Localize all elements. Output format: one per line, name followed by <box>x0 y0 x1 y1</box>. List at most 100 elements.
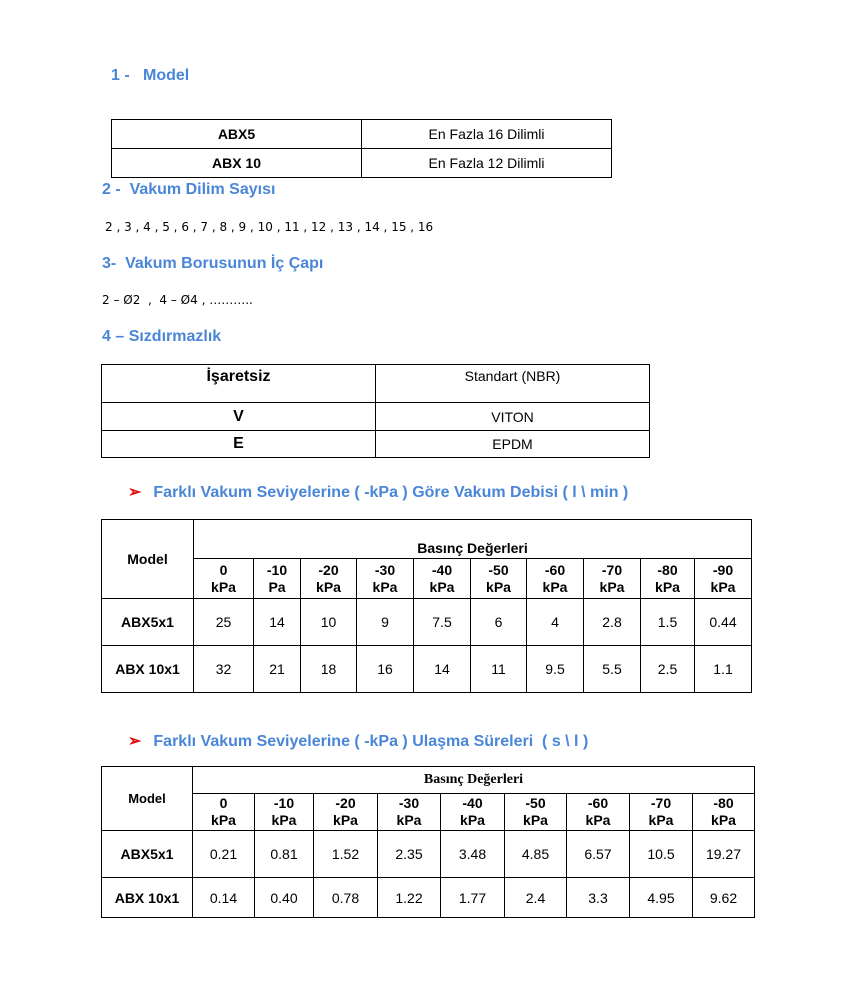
pressure-column-header: -40 kPa <box>413 558 471 599</box>
model-table: ABX5 En Fazla 16 Dilimli ABX 10 En Fazla 1… <box>111 119 612 178</box>
unit-label: kPa <box>711 812 736 828</box>
pressure-column-header: -60 kPa <box>566 793 630 831</box>
value-cell: En Fazla 12 Dilimli <box>361 148 612 178</box>
model-cell: ABX5x1 <box>101 830 193 878</box>
section-1-heading: 1 - Model <box>111 67 190 84</box>
sealing-table: İşaretsiz Standart (NBR) V VITON E EPDM <box>101 364 650 458</box>
value-cell: 9 <box>356 598 414 646</box>
value-cell: 14 <box>413 645 471 693</box>
model-cell: ABX 10x1 <box>101 877 193 918</box>
tube-diameters: 2 – Ø2 , 4 – Ø4 , ……….. <box>102 293 253 307</box>
pressure-column-header: -50 kPa <box>470 558 527 599</box>
evacuation-time-table: Model Basınç Değerleri 0 kPa -10 kPa -20 kPa -3… <box>101 766 755 918</box>
unit-label: kPa <box>460 812 485 828</box>
value-cell: 5.5 <box>583 645 641 693</box>
value-cell: 0.44 <box>694 598 752 646</box>
code-cell: E <box>101 430 376 458</box>
value-cell: 0.21 <box>192 830 255 878</box>
value-cell: En Fazla 16 Dilimli <box>361 119 612 149</box>
pressure-label: -50 <box>525 795 546 811</box>
value-cell: 0.78 <box>313 877 378 918</box>
code-cell: İşaretsiz <box>101 364 376 403</box>
unit-label: kPa <box>648 812 674 828</box>
value-cell: 9.62 <box>692 877 755 918</box>
pressure-column-header: -50 kPa <box>504 793 567 831</box>
unit-label: kPa <box>396 812 422 828</box>
pressure-label: -70 <box>601 561 623 578</box>
table-row: ABX 10x1 32 21 18 16 14 11 9.5 5.5 2.5 1.1 <box>101 645 752 693</box>
value-cell: 2.35 <box>377 830 441 878</box>
unit-label: kPa <box>429 578 455 595</box>
model-header: Model <box>101 766 193 831</box>
pressure-label: -40 <box>431 561 453 578</box>
value-cell: 9.5 <box>526 645 584 693</box>
value-cell: 10 <box>300 598 357 646</box>
pressure-label: 0 <box>219 795 228 811</box>
table-row: ABX 10x1 0.14 0.40 0.78 1.22 1.77 2.4 3.3 4.95 9.… <box>101 877 755 918</box>
value-cell: 0.14 <box>192 877 255 918</box>
slice-counts: 2 , 3 , 4 , 5 , 6 , 7 , 8 , 9 , 10 , 11 … <box>105 220 434 234</box>
pressure-column-header: -30 kPa <box>377 793 441 831</box>
value-cell: 3.48 <box>440 830 505 878</box>
value-cell: 21 <box>253 645 301 693</box>
unit-label: kPa <box>211 578 236 595</box>
pressure-column-header: -80 kPa <box>640 558 695 599</box>
pressure-label: -10 <box>266 561 288 578</box>
pressure-label: -30 <box>398 795 420 811</box>
model-cell: ABX5 <box>111 119 362 149</box>
table-row: E EPDM <box>101 430 650 458</box>
pressure-label: -60 <box>544 561 566 578</box>
value-cell: 1.22 <box>377 877 441 918</box>
pressure-group-header: Basınç Değerleri <box>193 519 752 559</box>
value-cell: 11 <box>470 645 527 693</box>
pressure-column-header: 0 kPa <box>192 793 255 831</box>
value-cell: 1.52 <box>313 830 378 878</box>
pressure-label: -20 <box>318 561 339 578</box>
code-cell: V <box>101 402 376 431</box>
value-cell: 2.5 <box>640 645 695 693</box>
flow-title: Farklı Vakum Seviyelerine ( -kPa ) Göre … <box>153 484 629 501</box>
value-cell: 0.40 <box>254 877 314 918</box>
section-3-heading: 3- Vakum Borusunun İç Çapı <box>102 255 324 272</box>
model-cell: ABX 10 <box>111 148 362 178</box>
value-cell: 6.57 <box>566 830 630 878</box>
model-cell: ABX5x1 <box>101 598 194 646</box>
pressure-label: -80 <box>713 795 734 811</box>
model-cell: ABX 10x1 <box>101 645 194 693</box>
section-2-heading: 2 - Vakum Dilim Sayısı <box>102 181 276 198</box>
unit-label: kPa <box>316 578 341 595</box>
value-cell: 1.77 <box>440 877 505 918</box>
unit-label: kPa <box>523 812 548 828</box>
pressure-column-header: 0 kPa <box>193 558 254 599</box>
table-row: V VITON <box>101 402 650 431</box>
pressure-label: -70 <box>650 795 672 811</box>
table-row: ABX5 En Fazla 16 Dilimli <box>111 119 612 149</box>
model-header: Model <box>101 519 194 599</box>
unit-label: kPa <box>372 578 398 595</box>
value-cell: 16 <box>356 645 414 693</box>
pressure-label: -60 <box>587 795 609 811</box>
pressure-column-header: -10 kPa <box>254 793 314 831</box>
value-cell: 1.5 <box>640 598 695 646</box>
pressure-column-header: -20 kPa <box>313 793 378 831</box>
unit-label: kPa <box>486 578 511 595</box>
unit-label: kPa <box>271 812 297 828</box>
value-cell: 7.5 <box>413 598 471 646</box>
arrow-bullet-icon: ➢ <box>128 733 142 750</box>
time-title: Farklı Vakum Seviyelerine ( -kPa ) Ulaşm… <box>153 733 589 750</box>
table-row: ABX5x1 25 14 10 9 7.5 6 4 2.8 1.5 0.44 <box>101 598 752 646</box>
material-cell: EPDM <box>375 430 650 458</box>
value-cell: 4 <box>526 598 584 646</box>
pressure-column-header: -40 kPa <box>440 793 505 831</box>
unit-label: Pa <box>268 578 286 595</box>
pressure-label: -30 <box>374 561 396 578</box>
value-cell: 10.5 <box>629 830 693 878</box>
pressure-label: 0 <box>219 561 228 578</box>
value-cell: 6 <box>470 598 527 646</box>
pressure-column-header: -90 kPa <box>694 558 752 599</box>
pressure-label: -90 <box>712 561 734 578</box>
pressure-label: -80 <box>657 561 678 578</box>
unit-label: kPa <box>599 578 625 595</box>
pressure-column-header: -30 kPa <box>356 558 414 599</box>
